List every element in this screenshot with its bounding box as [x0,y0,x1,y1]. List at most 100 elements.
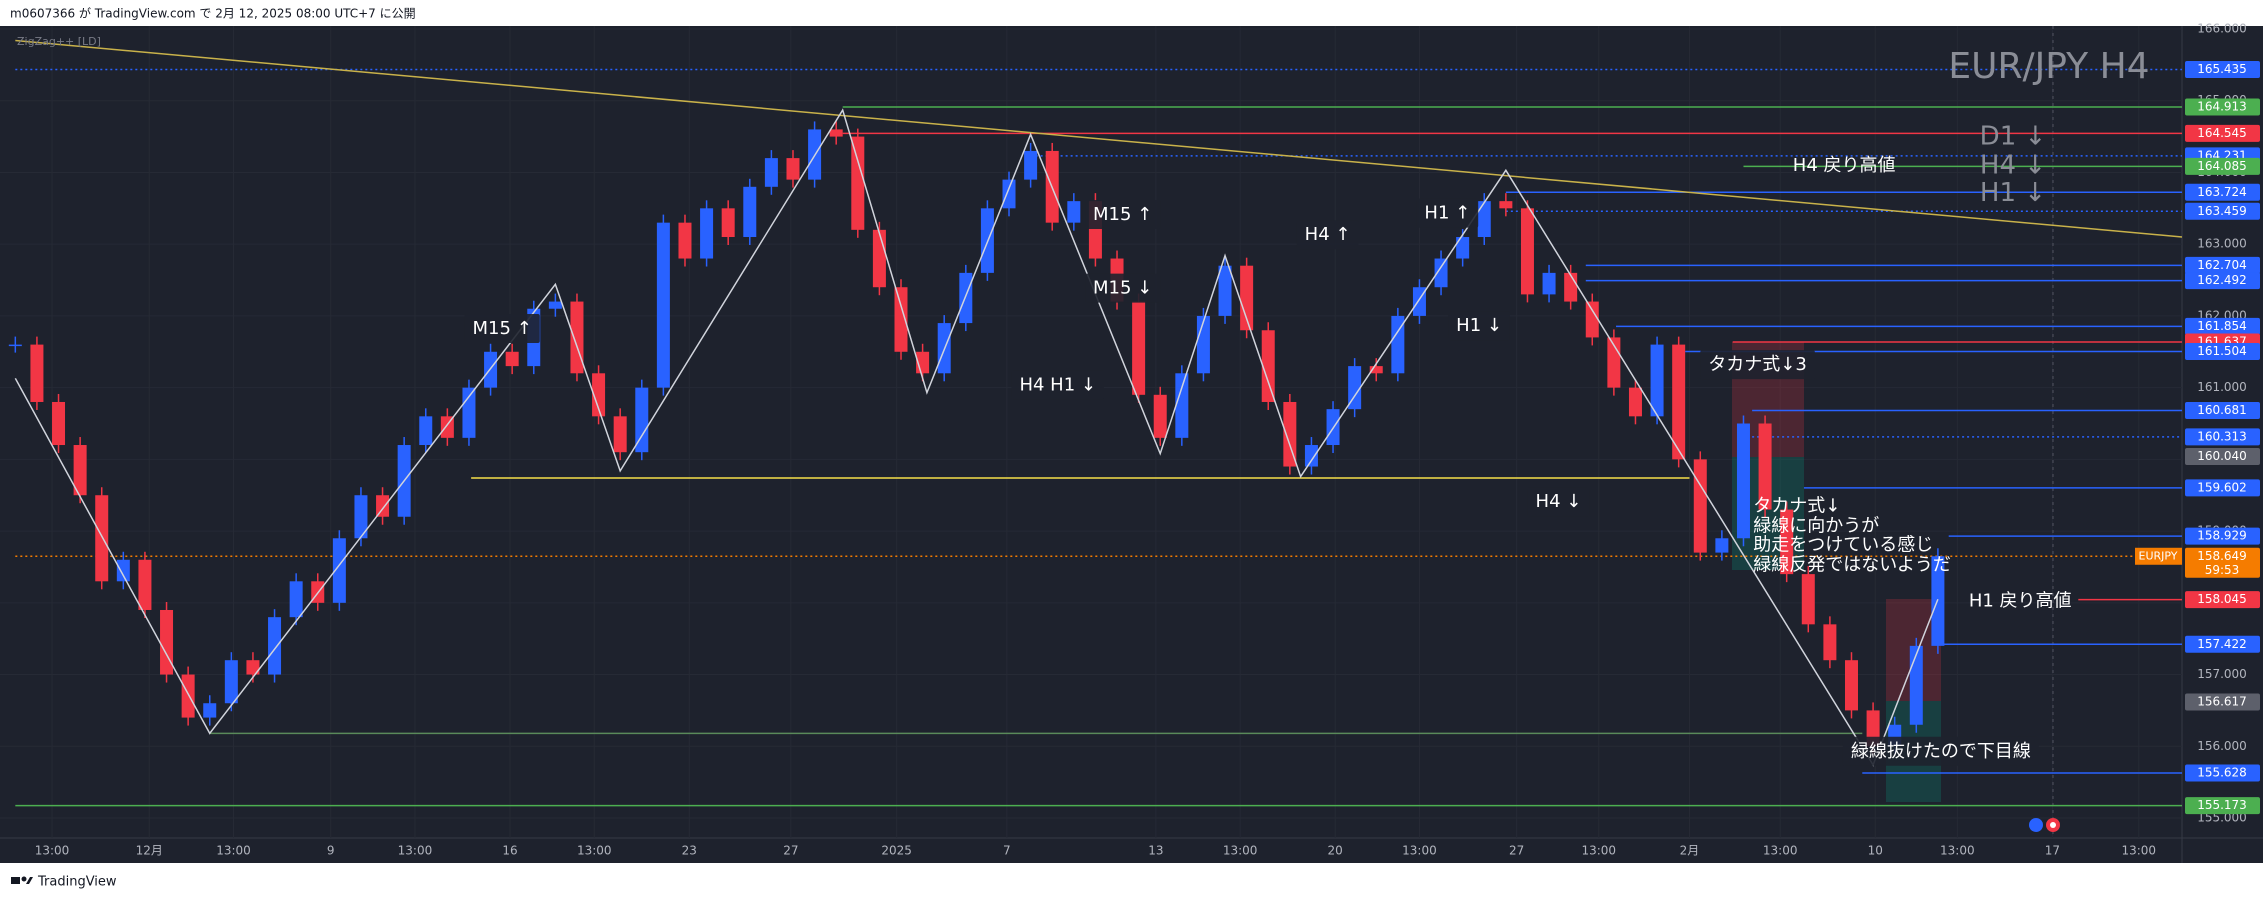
x-tick-label: 13:00 [35,844,70,858]
price-tag [2185,764,2260,782]
price-tag [2185,447,2260,465]
x-tick-label: 13 [1148,844,1163,858]
y-tick-label: 166.000 [2197,22,2247,36]
price-tag [2185,402,2260,420]
candle-body [1024,150,1038,180]
symbol-label: EURJPY [2139,549,2178,562]
annotation: H4 ↑ [1305,224,1351,245]
indicator-label: ZigZag++ [LD] [17,35,101,48]
candle-body [1909,645,1923,725]
zigzag-line [14,108,1939,767]
price-tag [2185,124,2260,142]
candle-body [959,272,973,324]
candle-body [1564,272,1578,302]
candle-body [52,401,66,446]
candle-body [376,495,390,517]
price-tag-label: 157.422 [2197,637,2247,651]
candle-body [1067,201,1081,223]
candle-body [462,387,476,438]
footer-bar [0,863,2263,901]
candle-body [30,344,44,402]
header-bar [0,0,2263,26]
candle-body [332,538,346,603]
chart-background [0,26,2263,863]
price-tag-label: 155.628 [2197,765,2247,779]
candle-body [419,416,433,446]
candle-body [1542,272,1556,295]
x-tick-label: 27 [783,844,798,858]
candle-body [700,208,714,259]
candle-body [354,495,368,539]
x-tick-label: 16 [502,844,517,858]
annotation: 緑線に向かうが [1753,516,1879,537]
candle-body [1240,265,1254,331]
annotations: ZigZag++ [LD] EUR/JPY H4 D1 ↓ H4 ↓ H1 ↓ H4 戻り… [17,35,2150,766]
price-tag-label: 159.602 [2197,480,2247,494]
chart-title: EUR/JPY H4 [1948,46,2149,87]
candle-body [73,445,87,496]
candle-body [570,301,584,374]
candle-body [1715,538,1729,553]
candle-body [678,222,692,259]
annotation: H1 ↓ [1980,178,2046,208]
price-tag-label: 163.459 [2197,204,2247,218]
annotation: H1 戻り高値 [1969,591,2072,612]
annotation-box [1842,736,2039,766]
x-tick-label: 2月 [1680,844,1700,858]
x-tick-label: 2025 [881,844,912,858]
price-tag-label: 160.681 [2197,403,2247,417]
candle-body [1369,366,1383,374]
price-tag-label: 164.085 [2197,159,2247,173]
candle-body [1002,179,1016,209]
candle-body [721,208,735,238]
price-tag [2185,317,2260,335]
annotation: H4 戻り高値 [1793,155,1896,176]
icon[interactable] [2029,818,2043,832]
annotation-box [1700,350,1815,380]
annotation: D1 ↓ [1980,122,2047,152]
y-tick-label: 157.000 [2197,667,2247,681]
x-tick-label: 13:00 [398,844,433,858]
candle-body [635,387,649,453]
candle-body [1823,624,1837,661]
price-tag [2185,256,2260,274]
annotation-box [464,314,540,344]
toolbar-icons [2029,818,2060,832]
candle-body [786,158,800,180]
candle-body [1304,445,1318,467]
annotation: H1 ↓ [1456,315,1502,336]
price-tag-label: 164.545 [2197,126,2247,140]
price-tag-label: 158.045 [2197,592,2247,606]
candle-body [95,495,109,582]
annotation: 助走をつけている感じ [1753,534,1933,555]
annotation-box [1011,370,1104,400]
candle-body [1261,330,1275,402]
candle-body [1477,201,1491,238]
x-tick-label: 13:00 [1223,844,1258,858]
annotation: 緑線反発ではないようだ [1753,555,1951,576]
price-tag [2185,479,2260,497]
candle-body [1348,366,1362,410]
x-tick-label: 9 [327,844,335,858]
price-tag [2185,591,2260,609]
annotation: H4 ↓ [1536,491,1582,512]
price-tag [2185,61,2260,79]
x-tick-label: 13:00 [1763,844,1798,858]
candle-body [1693,459,1707,553]
x-tick-label: 27 [1509,844,1524,858]
x-tick-label: 13:00 [1402,844,1437,858]
candle-body [829,129,843,137]
footer-text: TradingView [37,875,117,890]
price-tag [2185,157,2260,175]
price-tag [2185,797,2260,815]
x-tick-label: 13:00 [1940,844,1975,858]
price-tag-label: 160.313 [2197,429,2247,443]
candle-body [1758,423,1772,510]
x-tick-label: 13:00 [2121,844,2156,858]
candle-body [1499,201,1513,209]
annotation-box [1085,273,1161,303]
y-tick-label: 161.000 [2197,380,2247,394]
icon-dot [2050,822,2056,828]
candle-body [224,660,238,704]
x-tick-label: 7 [1003,844,1011,858]
